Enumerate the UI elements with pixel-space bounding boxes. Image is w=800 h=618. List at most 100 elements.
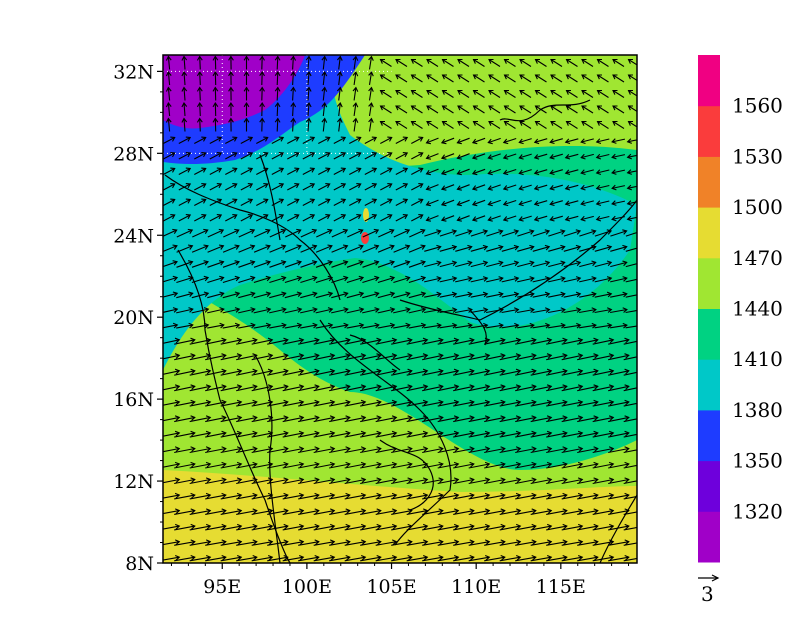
wind-vector [519, 90, 532, 98]
wind-vector-head [422, 539, 429, 546]
wind-vector [561, 385, 583, 392]
wind-vector-head [216, 183, 223, 189]
wind-vector [391, 494, 412, 500]
wind-vector [282, 354, 304, 361]
wind-vector [362, 324, 379, 329]
wind-vector-head [236, 368, 243, 375]
wind-vector [267, 556, 288, 562]
wind-vector-head [247, 152, 254, 158]
wind-vector [222, 261, 240, 268]
wind-vector [174, 556, 195, 562]
wind-vector [377, 261, 395, 268]
wind-vector [627, 154, 637, 158]
wind-vector [282, 525, 304, 531]
wind-vector [377, 276, 395, 284]
wind-vector [377, 245, 395, 253]
wind-vector-head [329, 508, 336, 515]
wind-vector-head [265, 291, 272, 297]
wind-vector [236, 478, 257, 485]
wind-vector [174, 401, 195, 407]
wind-vector-head [172, 260, 178, 266]
wind-vector-head [205, 399, 212, 406]
wind-vector-head [606, 229, 613, 235]
colorbar-segment [698, 156, 720, 208]
wind-vector-head [500, 337, 506, 344]
wind-vector [422, 494, 443, 500]
wind-vector-head [216, 214, 223, 220]
wind-vector [284, 261, 302, 268]
wind-vector [437, 510, 459, 515]
wind-vector-head [263, 214, 269, 220]
wind-vector-head [201, 167, 207, 173]
wind-vector-head [267, 446, 274, 453]
wind-vector-head [425, 185, 431, 191]
wind-vector-head [529, 307, 535, 313]
wind-vector-head [502, 185, 509, 191]
wind-vector [329, 494, 350, 500]
wind-vector-head [467, 322, 473, 329]
wind-vector [577, 385, 598, 392]
wind-vector [406, 494, 428, 500]
wind-vector-head [263, 152, 269, 158]
wind-vector [406, 401, 428, 407]
wind-vector [484, 541, 505, 546]
wind-vector-head [608, 399, 615, 406]
wind-vector [329, 416, 350, 423]
wind-vector-head [608, 430, 615, 437]
wind-vector [499, 385, 521, 392]
wind-vector [329, 525, 350, 531]
wind-vector-head [196, 117, 203, 123]
wind-vector-head [312, 291, 318, 297]
wind-vector-head [626, 169, 632, 175]
wind-vector-head [515, 523, 522, 530]
wind-vector [577, 339, 598, 345]
wind-vector-head [595, 138, 602, 145]
wind-vector-head [531, 477, 537, 484]
wind-vector-head [298, 554, 305, 561]
wind-vector-head [274, 101, 281, 108]
wind-vector-head [640, 462, 644, 467]
wind-vector [395, 90, 408, 98]
wind-vector-head [562, 415, 568, 421]
wind-vector [561, 463, 583, 469]
wind-vector [194, 137, 206, 144]
wind-vector-head [640, 447, 644, 452]
wind-vector [271, 137, 284, 144]
wind-vector-head [513, 291, 520, 298]
wind-vector-head [327, 228, 333, 234]
wind-vector-head [327, 260, 333, 266]
wind-vector [442, 59, 454, 67]
wind-vector-head [283, 477, 289, 484]
wind-vector-head [329, 399, 336, 406]
wind-vector-head [374, 307, 380, 313]
wind-vector-head [327, 244, 333, 250]
wind-vector [581, 90, 594, 98]
wind-vector [220, 385, 242, 392]
wind-vector-head [487, 200, 493, 207]
wind-vector [550, 59, 563, 67]
wind-vector-head [627, 74, 633, 80]
wind-vector [581, 200, 594, 205]
wind-vector-head [252, 523, 258, 530]
wind-vector [375, 339, 397, 345]
wind-vector-head [391, 399, 398, 406]
wind-vector-head [562, 492, 568, 499]
wind-vector [344, 370, 366, 376]
wind-vector [594, 324, 612, 329]
wind-vector-head [329, 430, 336, 437]
wind-vector [344, 354, 366, 361]
wind-vector [530, 401, 552, 407]
wind-vector-head [250, 275, 256, 282]
wind-vector-head [290, 101, 297, 108]
wind-vector-head [533, 138, 540, 145]
wind-vector [503, 137, 517, 144]
wind-vector [565, 200, 579, 205]
wind-vector-head [640, 431, 644, 436]
wind-vector [313, 432, 335, 438]
wind-vector-head [174, 492, 181, 499]
wind-vector-head [518, 200, 524, 207]
wind-vector [453, 401, 474, 407]
longitude-tick-label: 100E [282, 576, 332, 598]
wind-vector-head [519, 74, 525, 80]
wind-vector-head [484, 554, 491, 561]
